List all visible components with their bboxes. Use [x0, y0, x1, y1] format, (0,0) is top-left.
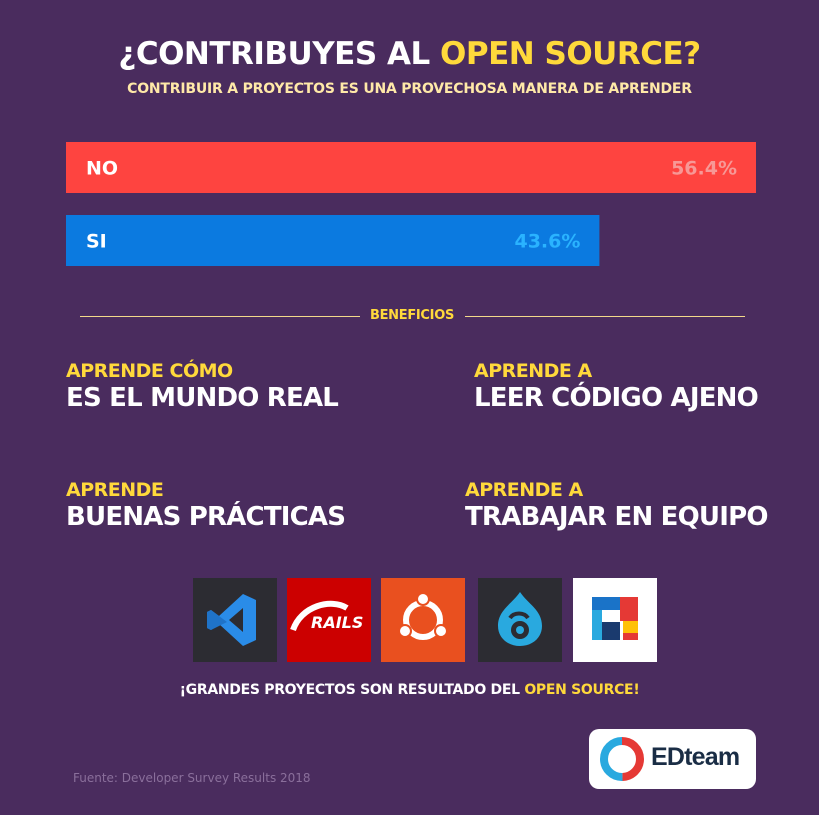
- bar-no: [66, 142, 756, 193]
- svg-text:RAILS: RAILS: [311, 613, 363, 632]
- bar-category-label: SI: [86, 231, 107, 253]
- benefit-small-text: APRENDE: [66, 479, 164, 501]
- benefit-big-text: ES EL MUNDO REAL: [66, 383, 339, 413]
- benefit-big-text: TRABAJAR EN EQUIPO: [465, 502, 768, 532]
- benefit-small-text: APRENDE A: [465, 479, 583, 501]
- title-highlight: OPEN SOURCE?: [440, 36, 701, 72]
- bar-chart: NO 56.4% SI 43.6%: [66, 142, 756, 266]
- divider-right: [465, 316, 745, 317]
- bar-category-label: NO: [86, 158, 118, 180]
- brand-name: EDteam: [651, 743, 740, 771]
- benefit-big-text: BUENAS PRÁCTICAS: [66, 502, 346, 532]
- colorful-blocks-logo-icon: [573, 578, 657, 662]
- footer-prefix: ¡GRANDES PROYECTOS SON RESULTADO DEL: [179, 682, 525, 698]
- benefit-small-text: APRENDE A: [474, 360, 592, 382]
- benefit-big-text: LEER CÓDIGO AJENO: [474, 383, 759, 413]
- benefit-teamwork: APRENDE A TRABAJAR EN EQUIPO: [465, 479, 768, 533]
- divider-left: [80, 316, 360, 317]
- benefit-read-code: APRENDE A LEER CÓDIGO AJENO: [474, 360, 759, 414]
- ubuntu-logo-icon: [381, 578, 465, 662]
- benefits-heading: BENEFICIOS: [369, 308, 455, 323]
- footer-message: ¡GRANDES PROYECTOS SON RESULTADO DEL OPE…: [0, 682, 819, 698]
- rails-logo-icon: RAILS: [287, 578, 371, 662]
- benefit-real-world: APRENDE CÓMO ES EL MUNDO REAL: [66, 360, 339, 414]
- bar-value-label: 56.4%: [671, 158, 737, 180]
- bar-si: [66, 215, 600, 266]
- edteam-logo: EDteam: [589, 729, 756, 789]
- benefit-best-practices: APRENDE BUENAS PRÁCTICAS: [66, 479, 346, 533]
- drupal-logo-icon: [478, 578, 562, 662]
- edteam-logo-icon: [600, 737, 644, 781]
- title-prefix: ¿CONTRIBUYES AL: [118, 36, 441, 72]
- bar-value-label: 43.6%: [514, 231, 580, 253]
- page-title: ¿CONTRIBUYES AL OPEN SOURCE?: [0, 36, 819, 72]
- benefit-small-text: APRENDE CÓMO: [66, 360, 233, 382]
- vscode-logo-icon: [193, 578, 277, 662]
- source-note: Fuente: Developer Survey Results 2018: [73, 771, 311, 785]
- page-subtitle: CONTRIBUIR A PROYECTOS ES UNA PROVECHOSA…: [127, 81, 692, 97]
- footer-highlight: OPEN SOURCE!: [524, 682, 640, 698]
